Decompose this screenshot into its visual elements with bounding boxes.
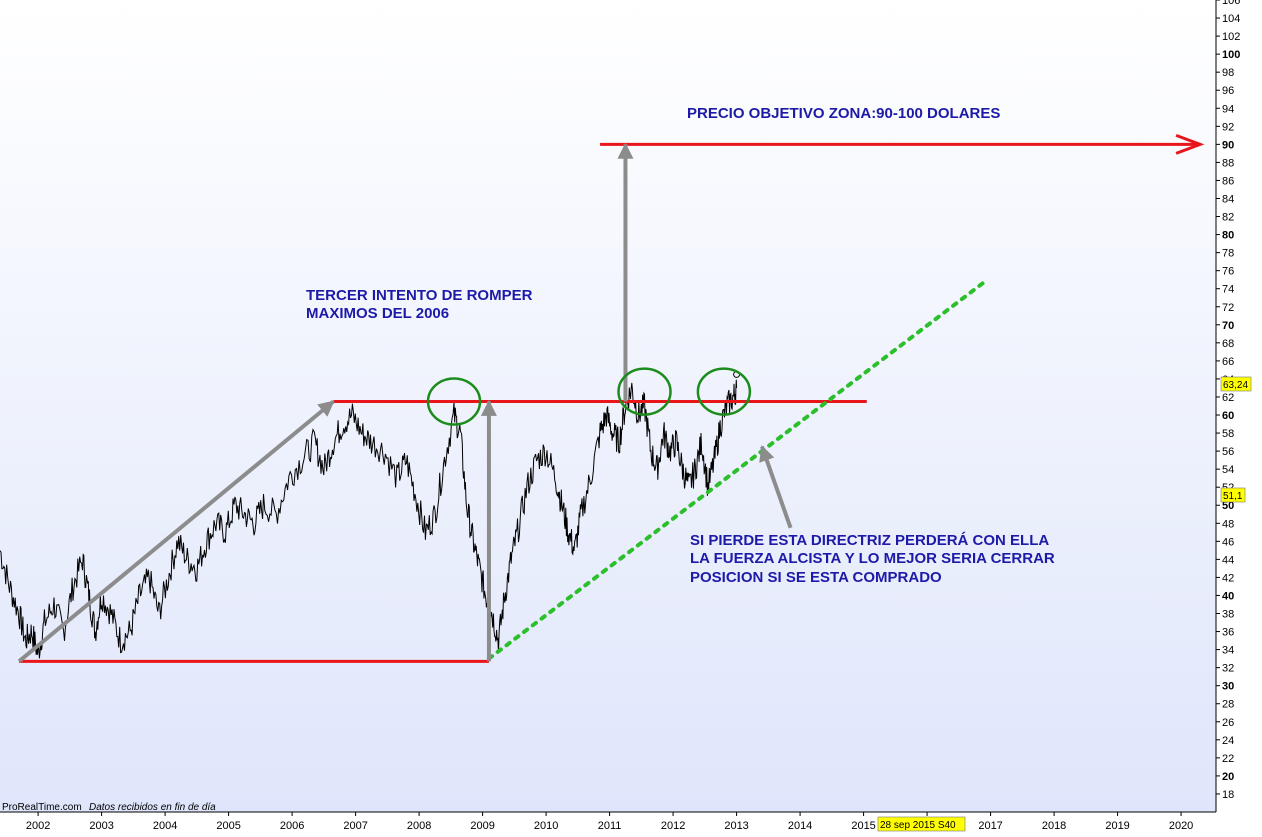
x-tick-label: 2013	[724, 820, 748, 832]
plot-background	[0, 0, 1216, 812]
y-tick-label: 38	[1222, 609, 1234, 621]
highlight-circle	[617, 367, 672, 416]
y-axis-ticks: 1820222426283032343638404244464850525456…	[1216, 0, 1240, 801]
y-tick-label: 60	[1222, 410, 1234, 422]
y-tick-label: 58	[1222, 428, 1234, 440]
y-tick-label: 54	[1222, 464, 1234, 476]
annotation-third-attempt: TERCER INTENTO DE ROMPER	[306, 287, 533, 304]
annotation-trend-3: POSICION SI SE ESTA COMPRADO	[690, 569, 942, 586]
annotations: PRECIO OBJETIVO ZONA:90-100 DOLARES TERC…	[306, 105, 1055, 586]
y-tick-label: 106	[1222, 0, 1240, 7]
x-tick-label: 2003	[89, 820, 113, 832]
svg-text:28 sep 2015 S40: 28 sep 2015 S40	[880, 820, 956, 831]
x-tick-label: 2007	[343, 820, 367, 832]
x-tick-label: 2005	[216, 820, 240, 832]
y-tick-label: 70	[1222, 320, 1234, 332]
svg-text:51,1: 51,1	[1223, 491, 1243, 502]
y-tick-label: 90	[1222, 139, 1234, 151]
target-arrowhead	[1175, 133, 1205, 155]
y-tick-label: 32	[1222, 663, 1234, 675]
y-tick-label: 74	[1222, 284, 1234, 296]
y-tick-label: 26	[1222, 717, 1234, 729]
y-tick-label: 30	[1222, 681, 1234, 693]
annotation-trend-2: LA FUERZA ALCISTA Y LO MEJOR SERIA CERRA…	[690, 550, 1055, 567]
y-tick-label: 56	[1222, 446, 1234, 458]
date-badge: 28 sep 2015 S40	[877, 816, 966, 832]
annotation-target: PRECIO OBJETIVO ZONA:90-100 DOLARES	[687, 105, 1000, 122]
highlight-circle	[696, 367, 752, 416]
y-tick-label: 68	[1222, 338, 1234, 350]
y-tick-label: 36	[1222, 627, 1234, 639]
x-tick-label: 2017	[978, 820, 1002, 832]
y-tick-label: 46	[1222, 536, 1234, 548]
x-tick-label: 2019	[1105, 820, 1129, 832]
x-axis-ticks: 2002 2003 2004 2005 2006 2007 2008 2009 2010 2011…	[26, 812, 1193, 832]
y-tick-label: 24	[1222, 735, 1234, 747]
price-badge-level: 51,1	[1220, 487, 1246, 503]
y-tick-label: 82	[1222, 212, 1234, 224]
y-tick-label: 100	[1222, 49, 1240, 61]
axes: 1820222426283032343638404244464850525456…	[0, 0, 1240, 832]
y-tick-label: 94	[1222, 103, 1234, 115]
footer-note: Datos recibidos en fin de día	[89, 802, 216, 813]
y-tick-label: 98	[1222, 67, 1234, 79]
y-tick-label: 50	[1222, 500, 1234, 512]
x-tick-label: 2020	[1169, 820, 1193, 832]
y-tick-label: 80	[1222, 230, 1234, 242]
x-tick-label: 2006	[280, 820, 304, 832]
y-tick-label: 40	[1222, 590, 1234, 602]
svg-text:63,24: 63,24	[1223, 380, 1248, 391]
y-tick-label: 22	[1222, 753, 1234, 765]
x-tick-label: 2014	[788, 820, 812, 832]
y-tick-label: 48	[1222, 518, 1234, 530]
y-tick-label: 96	[1222, 85, 1234, 97]
x-tick-label: 2010	[534, 820, 558, 832]
y-tick-label: 84	[1222, 193, 1234, 205]
y-tick-label: 62	[1222, 392, 1234, 404]
y-tick-label: 18	[1222, 789, 1234, 801]
y-tick-label: 88	[1222, 157, 1234, 169]
y-tick-label: 92	[1222, 121, 1234, 133]
annotation-trend-1: SI PIERDE ESTA DIRECTRIZ PERDERÁ CON ELL…	[690, 532, 1049, 549]
y-tick-label: 104	[1222, 13, 1240, 25]
grey-arrow	[759, 445, 793, 529]
x-tick-label: 2002	[26, 820, 50, 832]
x-tick-label: 2009	[470, 820, 494, 832]
annotation-max-2006: MAXIMOS DEL 2006	[306, 305, 449, 322]
overlays	[17, 133, 1205, 663]
y-tick-label: 76	[1222, 266, 1234, 278]
x-tick-label: 2004	[153, 820, 177, 832]
y-tick-label: 72	[1222, 302, 1234, 314]
y-tick-label: 78	[1222, 248, 1234, 260]
y-tick-label: 42	[1222, 572, 1234, 584]
y-tick-label: 86	[1222, 175, 1234, 187]
footer-brand: ProRealTime.com	[2, 802, 82, 813]
y-tick-label: 20	[1222, 771, 1234, 783]
highlight-circle	[426, 377, 482, 426]
x-tick-label: 2011	[598, 820, 622, 832]
x-tick-label: 2012	[661, 820, 685, 832]
dotted-trendline	[486, 277, 990, 661]
y-tick-label: 66	[1222, 356, 1234, 368]
y-tick-label: 34	[1222, 645, 1234, 657]
price-badge-current: 63,24	[1220, 376, 1252, 392]
x-tick-label: 2018	[1042, 820, 1066, 832]
grey-arrow	[17, 399, 335, 663]
x-tick-label: 2015	[851, 820, 875, 832]
y-tick-label: 44	[1222, 554, 1234, 566]
y-tick-label: 28	[1222, 699, 1234, 711]
x-tick-label: 2008	[407, 820, 431, 832]
y-tick-label: 102	[1222, 31, 1240, 43]
price-line	[0, 379, 738, 659]
